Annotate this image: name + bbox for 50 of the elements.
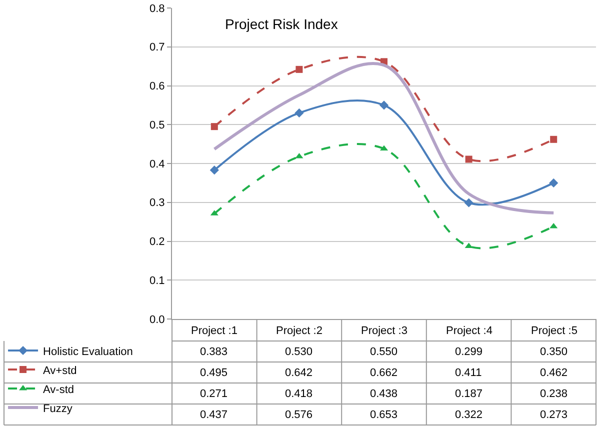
legend-label: Holistic Evaluation	[43, 346, 133, 358]
data-label: 0.576	[285, 409, 313, 421]
y-tick-label: 0.8	[150, 2, 165, 15]
data-label: 0.653	[370, 409, 398, 421]
data-label: 0.299	[455, 346, 483, 358]
point	[294, 108, 304, 118]
data-label: 0.495	[200, 367, 228, 379]
x-tick-label: Project :2	[276, 325, 322, 337]
point	[549, 178, 558, 188]
data-label: 0.322	[455, 409, 483, 421]
data-label: 0.662	[370, 367, 398, 379]
data-label: 0.411	[455, 367, 482, 379]
point	[379, 100, 389, 110]
y-tick-label: 0.5	[150, 119, 165, 132]
data-label: 0.462	[540, 367, 568, 379]
data-label: 0.437	[200, 409, 228, 421]
data-label: 0.383	[200, 346, 228, 358]
legend-label: Av-std	[43, 384, 74, 396]
legend-label: Fuzzy	[43, 402, 73, 415]
data-label: 0.550	[370, 346, 398, 358]
data-label: 0.273	[540, 409, 568, 421]
y-tick-label: 0.0	[150, 314, 165, 326]
legend-label: Av+std	[43, 364, 77, 377]
y-tick-label: 0.2	[150, 236, 165, 248]
point	[296, 66, 303, 73]
point	[550, 222, 558, 228]
y-tick-label: 0.6	[150, 80, 165, 93]
data-label: 0.350	[540, 346, 568, 358]
data-label: 0.238	[540, 388, 568, 400]
y-tick-label: 0.1	[150, 274, 165, 287]
data-label: 0.530	[285, 346, 313, 358]
text: Project Risk Index	[225, 16, 338, 32]
y-tick-label: 0.4	[150, 158, 165, 170]
data-label: 0.418	[285, 388, 313, 400]
point	[210, 166, 219, 175]
point	[464, 242, 473, 248]
data-label: 0.187	[455, 388, 483, 400]
x-tick-label: Project :4	[446, 325, 492, 337]
point	[550, 136, 558, 143]
x-tick-label: Project :3	[361, 325, 408, 337]
data-label: 0.438	[370, 388, 398, 400]
point	[464, 198, 474, 208]
x-tick-label: Project :5	[531, 325, 578, 337]
data-label: 0.271	[200, 388, 228, 400]
data-label: 0.642	[285, 367, 313, 379]
x-tick-label: Project :1	[191, 325, 238, 337]
y-tick-label: 0.7	[150, 42, 165, 54]
y-tick-label: 0.3	[150, 197, 165, 210]
point	[465, 156, 472, 163]
point	[210, 123, 218, 130]
